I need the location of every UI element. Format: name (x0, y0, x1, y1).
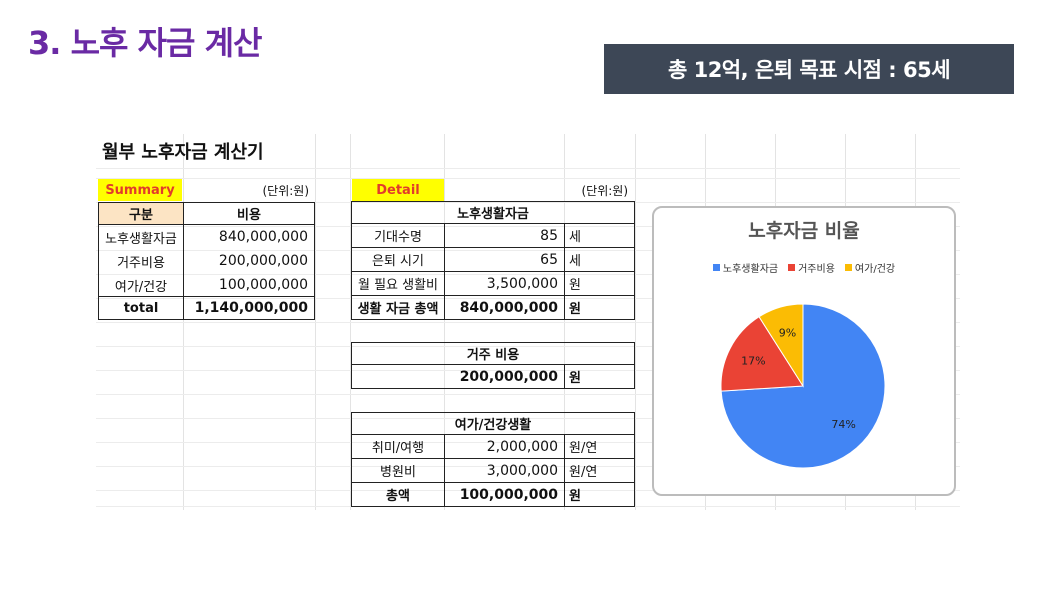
leisure-header[interactable]: 여가/건강생활 (351, 412, 635, 435)
leisure-row-value[interactable]: 2,000,000 (445, 435, 565, 459)
leisure-total-unit[interactable]: 원 (565, 483, 635, 507)
living-total-value[interactable]: 840,000,000 (445, 296, 565, 320)
leisure-row-value[interactable]: 3,000,000 (445, 459, 565, 483)
housing-value[interactable]: 200,000,000 (351, 365, 565, 389)
leisure-row-name[interactable]: 병원비 (351, 459, 445, 483)
living-row-value[interactable]: 85 (445, 224, 565, 248)
living-total-unit[interactable]: 원 (565, 296, 635, 320)
living-row-name[interactable]: 기대수명 (351, 224, 445, 248)
summary-total-name[interactable]: total (98, 296, 184, 320)
summary-row-value[interactable]: 100,000,000 (184, 273, 315, 297)
summary-header-category[interactable]: 구분 (98, 202, 184, 225)
sheet-title: 월부 노후자금 계산기 (102, 138, 264, 164)
summary-row-value[interactable]: 840,000,000 (184, 225, 315, 249)
living-row-unit[interactable]: 세 (565, 248, 635, 272)
living-row-unit[interactable]: 원 (565, 272, 635, 296)
summary-header-cost[interactable]: 비용 (184, 202, 315, 225)
detail-label[interactable]: Detail (352, 179, 444, 201)
living-row-value[interactable]: 3,500,000 (445, 272, 565, 296)
summary-label[interactable]: Summary (98, 179, 182, 201)
pie-slice-label: 74% (831, 418, 855, 431)
summary-row-name[interactable]: 여가/건강 (98, 273, 184, 297)
detail-unit: (단위:원) (564, 179, 634, 201)
leisure-row-unit[interactable]: 원/연 (565, 459, 635, 483)
leisure-total-value[interactable]: 100,000,000 (445, 483, 565, 507)
living-row-name[interactable]: 월 필요 생활비 (351, 272, 445, 296)
living-total-name[interactable]: 생활 자금 총액 (351, 296, 445, 320)
summary-total-value[interactable]: 1,140,000,000 (184, 296, 315, 320)
pie-chart[interactable]: 노후자금 비율 노후생활자금 거주비용 여가/건강 74% 17% 9% (652, 206, 956, 496)
housing-unit[interactable]: 원 (565, 365, 635, 389)
pie-slice-label: 17% (741, 355, 765, 368)
leisure-total-name[interactable]: 총액 (351, 483, 445, 507)
summary-row-name[interactable]: 노후생활자금 (98, 225, 184, 249)
summary-row-value[interactable]: 200,000,000 (184, 249, 315, 273)
living-row-name[interactable]: 은퇴 시기 (351, 248, 445, 272)
slide-title: 3. 노후 자금 계산 (28, 18, 261, 64)
living-row-value[interactable]: 65 (445, 248, 565, 272)
leisure-row-name[interactable]: 취미/여행 (351, 435, 445, 459)
goal-banner: 총 12억, 은퇴 목표 시점 : 65세 (604, 44, 1014, 94)
living-header[interactable]: 노후생활자금 (351, 201, 635, 224)
pie-svg: 74% 17% 9% (654, 208, 954, 494)
housing-header[interactable]: 거주 비용 (351, 342, 635, 365)
summary-unit: (단위:원) (184, 179, 315, 201)
living-row-unit[interactable]: 세 (565, 224, 635, 248)
summary-row-name[interactable]: 거주비용 (98, 249, 184, 273)
pie-slice-label: 9% (779, 326, 796, 339)
leisure-row-unit[interactable]: 원/연 (565, 435, 635, 459)
